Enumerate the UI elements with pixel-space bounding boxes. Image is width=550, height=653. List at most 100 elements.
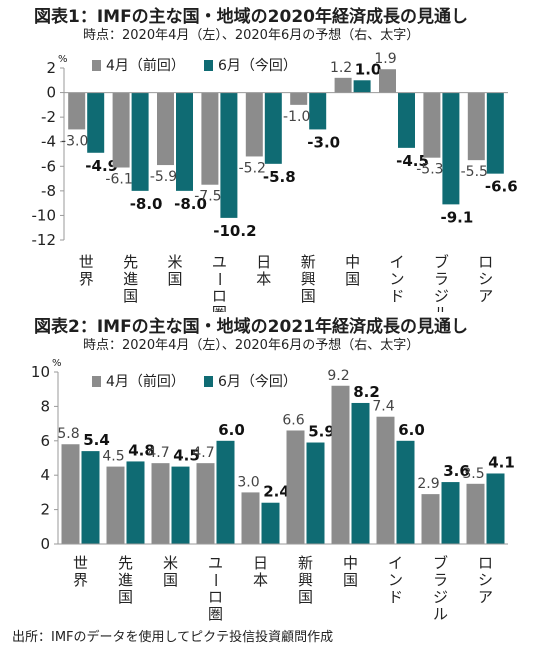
data-label-prev: 1.2: [330, 60, 352, 76]
category-label-6: 中: [343, 554, 358, 572]
bar-prev: [290, 92, 308, 105]
legend-label-now: 6月（今回）: [218, 58, 297, 74]
data-label-now: 1.0: [355, 60, 382, 78]
bar-now: [309, 92, 327, 130]
category-label-5: 国: [301, 287, 316, 305]
bar-prev: [376, 416, 395, 544]
category-label-8: ル: [434, 304, 449, 312]
category-label-9: シ: [478, 571, 493, 589]
bar-now: [486, 473, 505, 544]
category-label-9: ア: [478, 287, 493, 305]
bar-prev: [157, 92, 174, 166]
bar-prev: [245, 92, 263, 157]
bar-prev: [331, 385, 350, 544]
category-label-4: 本: [256, 270, 271, 288]
data-label-prev: 1.9: [374, 51, 396, 67]
y-unit-label: %: [52, 358, 62, 369]
data-label-prev: 4.7: [147, 445, 169, 461]
bar-now: [261, 502, 280, 544]
category-label-7: ド: [388, 588, 403, 606]
category-label-8: ラ: [433, 571, 448, 589]
data-label-now: -9.1: [440, 208, 473, 226]
category-label-9: ロ: [478, 554, 493, 572]
data-label-now: -8.0: [130, 195, 163, 213]
data-label-now: 3.6: [443, 462, 470, 480]
category-label-3: ー: [207, 572, 225, 587]
category-label-1: 先: [118, 554, 133, 572]
bar-prev: [112, 92, 130, 168]
data-label-now: -4.5: [396, 152, 429, 170]
category-label-5: 新: [298, 554, 313, 572]
bar-now: [126, 461, 145, 544]
category-label-1: 国: [118, 588, 133, 606]
y-tick-label: 2: [40, 501, 50, 519]
category-label-6: 中: [345, 253, 360, 271]
bar-prev: [467, 92, 485, 161]
y-unit-label: %: [58, 54, 68, 65]
y-tick-label: 0: [40, 535, 50, 553]
category-label-8: ラ: [434, 270, 449, 288]
data-label-prev: 6.6: [282, 412, 304, 428]
bar-now: [264, 92, 282, 164]
category-label-3: 圏: [208, 605, 223, 623]
category-label-0: 界: [73, 571, 88, 589]
data-label-prev: -5.5: [461, 164, 488, 180]
y-tick-label: 8: [40, 397, 50, 415]
category-label-1: 進: [118, 571, 133, 589]
category-label-3: ユ: [208, 554, 223, 572]
y-tick-label: -2: [41, 108, 56, 126]
y-tick-label: -4: [41, 133, 56, 151]
bar-now: [353, 80, 371, 93]
bar-now: [306, 442, 325, 544]
data-label-now: 6.0: [398, 421, 425, 439]
bar-now: [442, 92, 460, 205]
category-label-8: ジ: [433, 588, 448, 606]
data-label-prev: 4.7: [192, 445, 214, 461]
legend-label-prev: 4月（前回）: [106, 57, 185, 74]
bar-now: [171, 466, 190, 544]
bar-now: [87, 92, 105, 153]
y-tick-label: -8: [41, 182, 56, 200]
legend-swatch-prev: [92, 60, 101, 71]
category-label-6: 国: [345, 270, 360, 288]
bar-prev: [466, 483, 485, 544]
data-label-now: 8.2: [353, 383, 380, 401]
category-label-8: ブ: [433, 554, 448, 572]
category-label-5: 国: [298, 588, 313, 606]
bar-now: [486, 92, 504, 174]
bar-now: [81, 451, 100, 544]
legend-label-now: 6月（今回）: [218, 374, 297, 390]
bar-prev: [68, 92, 86, 130]
bar-prev: [423, 92, 441, 158]
chart1-plot: 20-2-4-6-8-10-12%-3.0-4.9世界-6.1-8.0先進国-5…: [32, 51, 518, 312]
data-label-prev: -1.0: [283, 109, 310, 125]
bar-now: [176, 92, 193, 191]
bar-now: [441, 482, 460, 544]
bar-now: [216, 440, 235, 544]
data-label-now: -4.9: [85, 157, 118, 175]
legend-swatch-now: [204, 376, 213, 387]
category-label-8: ル: [433, 605, 448, 623]
data-label-now: 4.8: [128, 441, 155, 459]
category-label-2: 米: [163, 554, 178, 572]
category-label-3: ユ: [212, 253, 227, 271]
category-label-1: 進: [123, 270, 138, 288]
category-label-2: 国: [163, 571, 178, 589]
data-label-now: -5.8: [263, 168, 296, 186]
category-label-6: 国: [343, 571, 358, 589]
bar-now: [351, 402, 370, 544]
data-label-prev: 9.2: [327, 368, 349, 384]
data-label-prev: 5.8: [57, 426, 79, 442]
data-label-now: 6.0: [218, 421, 245, 439]
category-label-7: ド: [389, 287, 404, 305]
legend-swatch-prev: [92, 376, 101, 387]
category-label-1: 先: [123, 253, 138, 271]
data-label-now: -6.6: [485, 178, 518, 196]
data-label-now: 4.1: [488, 453, 515, 471]
bar-prev: [286, 430, 305, 544]
category-label-0: 世: [79, 253, 94, 271]
bar-prev: [201, 92, 219, 185]
data-label-now: 2.4: [263, 483, 290, 501]
category-label-7: イ: [389, 253, 404, 271]
bar-prev: [61, 444, 80, 544]
